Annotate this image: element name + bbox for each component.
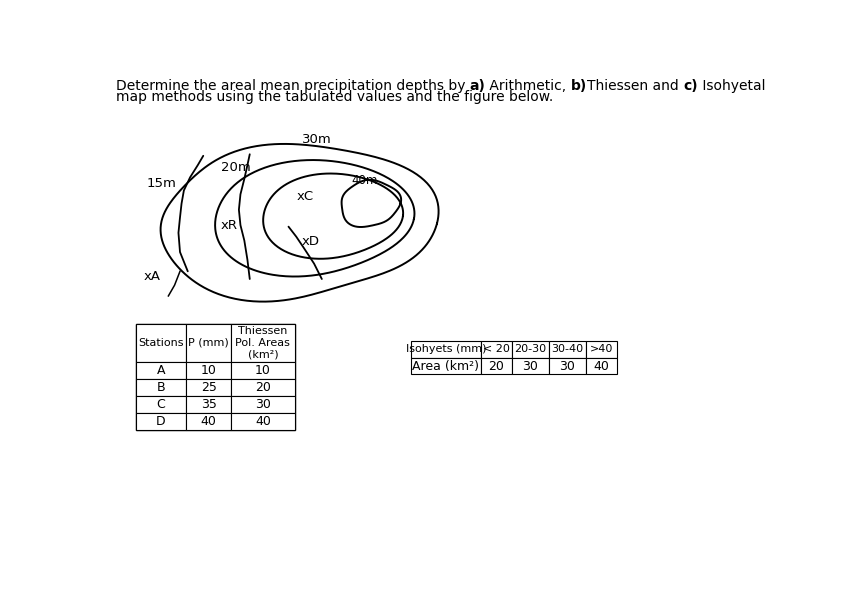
Bar [231, 362, 294, 379]
Text: 25: 25 [201, 381, 217, 394]
Text: Isohyetal: Isohyetal [698, 79, 765, 93]
Bar [186, 362, 231, 379]
Bar [481, 358, 511, 374]
Text: xC: xC [296, 190, 313, 202]
Text: map methods using the tabulated values and the figure below.: map methods using the tabulated values a… [116, 90, 553, 104]
Bar [186, 396, 231, 413]
Bar [136, 413, 186, 430]
Bar [481, 341, 511, 358]
Text: 20: 20 [488, 359, 504, 373]
Text: 20-30: 20-30 [514, 344, 546, 354]
Text: < 20: < 20 [483, 344, 510, 354]
Text: A: A [157, 364, 165, 377]
Text: 10: 10 [201, 364, 217, 377]
Text: 30: 30 [523, 359, 538, 373]
Bar [186, 379, 231, 396]
Text: 30: 30 [255, 398, 271, 411]
Text: 40: 40 [255, 415, 271, 428]
Bar [136, 323, 294, 430]
Text: Stations: Stations [138, 338, 184, 348]
Bar [511, 358, 549, 374]
Text: Arithmetic,: Arithmetic, [485, 79, 571, 93]
Text: 30: 30 [560, 359, 575, 373]
Bar [136, 379, 186, 396]
Text: 30m: 30m [301, 134, 331, 147]
Bar [136, 396, 186, 413]
Text: Determine the areal mean precipitation depths by: Determine the areal mean precipitation d… [116, 79, 470, 93]
Bar [186, 413, 231, 430]
Text: C: C [157, 398, 165, 411]
Text: 10: 10 [255, 364, 271, 377]
Bar [549, 341, 586, 358]
Bar [186, 323, 231, 362]
Text: 20: 20 [255, 381, 271, 394]
Bar [231, 413, 294, 430]
Bar [411, 341, 481, 358]
Text: 40: 40 [201, 415, 217, 428]
Text: D: D [157, 415, 166, 428]
Text: 15m: 15m [146, 177, 176, 190]
Bar [231, 323, 294, 362]
Text: B: B [157, 381, 165, 394]
Bar [231, 379, 294, 396]
Text: xA: xA [144, 270, 161, 283]
Text: 30-40: 30-40 [551, 344, 584, 354]
Text: Thiessen
Pol. Areas
(km²): Thiessen Pol. Areas (km²) [236, 326, 290, 359]
Text: 35: 35 [201, 398, 217, 411]
Bar [511, 341, 549, 358]
Bar [136, 362, 186, 379]
Text: 20m: 20m [221, 161, 251, 174]
Bar [586, 341, 617, 358]
Text: a): a) [470, 79, 485, 93]
Text: Area (km²): Area (km²) [413, 359, 479, 373]
Text: 40m: 40m [351, 174, 378, 186]
Bar [586, 358, 617, 374]
Text: P (mm): P (mm) [188, 338, 229, 348]
Text: c): c) [683, 79, 698, 93]
Text: 40: 40 [594, 359, 609, 373]
Text: >40: >40 [590, 344, 614, 354]
Bar [136, 323, 186, 362]
Bar [411, 358, 481, 374]
Bar [549, 358, 586, 374]
Text: Thiessen and: Thiessen and [587, 79, 683, 93]
Bar [231, 396, 294, 413]
Text: xR: xR [221, 219, 238, 232]
Text: Isohyets (mm): Isohyets (mm) [406, 344, 486, 354]
Text: xD: xD [301, 235, 320, 248]
Text: b): b) [571, 79, 587, 93]
